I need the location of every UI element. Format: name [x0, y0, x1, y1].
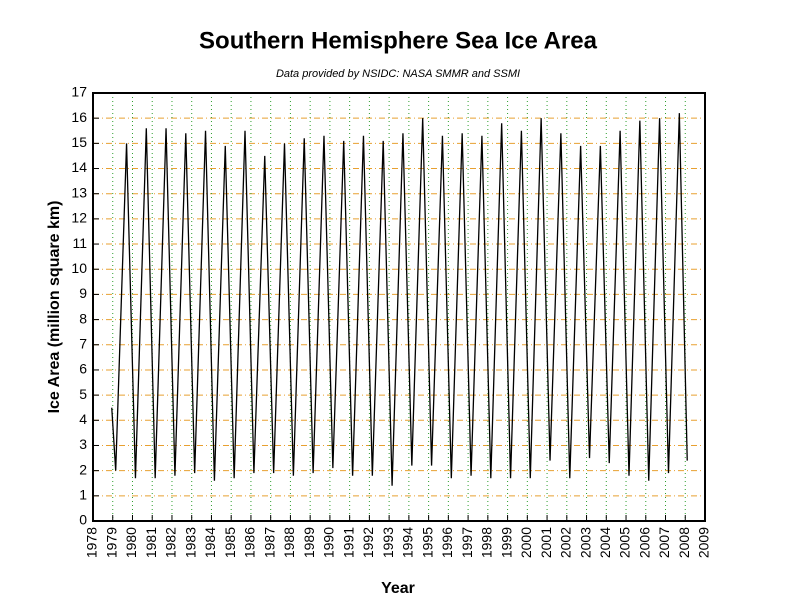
x-tick-label: 2009	[696, 527, 712, 558]
x-tick-label: 2000	[518, 527, 534, 558]
x-tick-label: 2008	[676, 527, 692, 558]
y-tick-label: 11	[72, 235, 87, 251]
x-tick-label: 1990	[321, 527, 337, 558]
x-tick-label: 1996	[439, 527, 455, 558]
x-tick-label: 1987	[261, 527, 277, 558]
x-tick-label: 1991	[340, 527, 356, 558]
x-tick-label: 1989	[301, 527, 317, 558]
x-tick-label: 1985	[222, 527, 238, 558]
y-tick-label: 2	[79, 461, 87, 477]
data-line	[111, 113, 688, 486]
x-axis-label: Year	[381, 580, 415, 597]
y-tick-label: 3	[79, 436, 87, 452]
y-tick-label: 14	[71, 159, 87, 175]
y-tick-label: 7	[79, 335, 87, 351]
chart-subtitle: Data provided by NSIDC: NASA SMMR and SS…	[276, 68, 520, 80]
y-tick-label: 12	[71, 210, 87, 226]
x-tick-label: 2003	[577, 527, 593, 558]
x-tick-label: 1992	[360, 527, 376, 558]
x-tick-label: 1994	[400, 527, 416, 558]
x-tick-label: 1995	[419, 527, 435, 558]
x-tick-label: 1982	[163, 527, 179, 558]
x-tick-label: 1997	[459, 527, 475, 558]
x-tick-label: 1984	[202, 527, 218, 558]
x-tick-label: 1986	[242, 527, 258, 558]
y-tick-label: 10	[71, 260, 87, 276]
x-tick-label: 1998	[479, 527, 495, 558]
x-tick-label: 2004	[597, 527, 613, 558]
x-tick-label: 2001	[538, 527, 554, 558]
x-tick-label: 2006	[636, 527, 652, 558]
x-tick-label: 1999	[498, 527, 514, 558]
y-tick-label: 6	[79, 361, 87, 377]
y-tick-label: 8	[79, 310, 87, 326]
y-tick-label: 17	[71, 84, 87, 100]
x-tick-label: 2005	[617, 527, 633, 558]
x-tick-label: 1979	[103, 527, 119, 558]
y-tick-label: 1	[79, 487, 87, 503]
y-tick-label: 16	[71, 109, 87, 125]
x-tick-label: 2002	[558, 527, 574, 558]
x-tick-label: 1983	[182, 527, 198, 558]
y-tick-label: 15	[71, 134, 87, 150]
x-tick-label: 1993	[380, 527, 396, 558]
y-tick-label: 0	[79, 512, 87, 528]
y-axis-label: Ice Area (million square km)	[46, 201, 63, 414]
x-tick-label: 1978	[84, 527, 100, 558]
x-tick-label: 1988	[281, 527, 297, 558]
y-tick-label: 13	[71, 184, 87, 200]
plot-frame	[92, 92, 706, 522]
y-tick-label: 4	[79, 411, 87, 427]
y-tick-label: 9	[79, 285, 87, 301]
chart-title: Southern Hemisphere Sea Ice Area	[199, 27, 598, 54]
y-tick-label: 5	[79, 386, 87, 402]
x-tick-label: 1980	[123, 527, 139, 558]
x-tick-label: 1981	[143, 527, 159, 558]
x-tick-label: 2007	[656, 527, 672, 558]
